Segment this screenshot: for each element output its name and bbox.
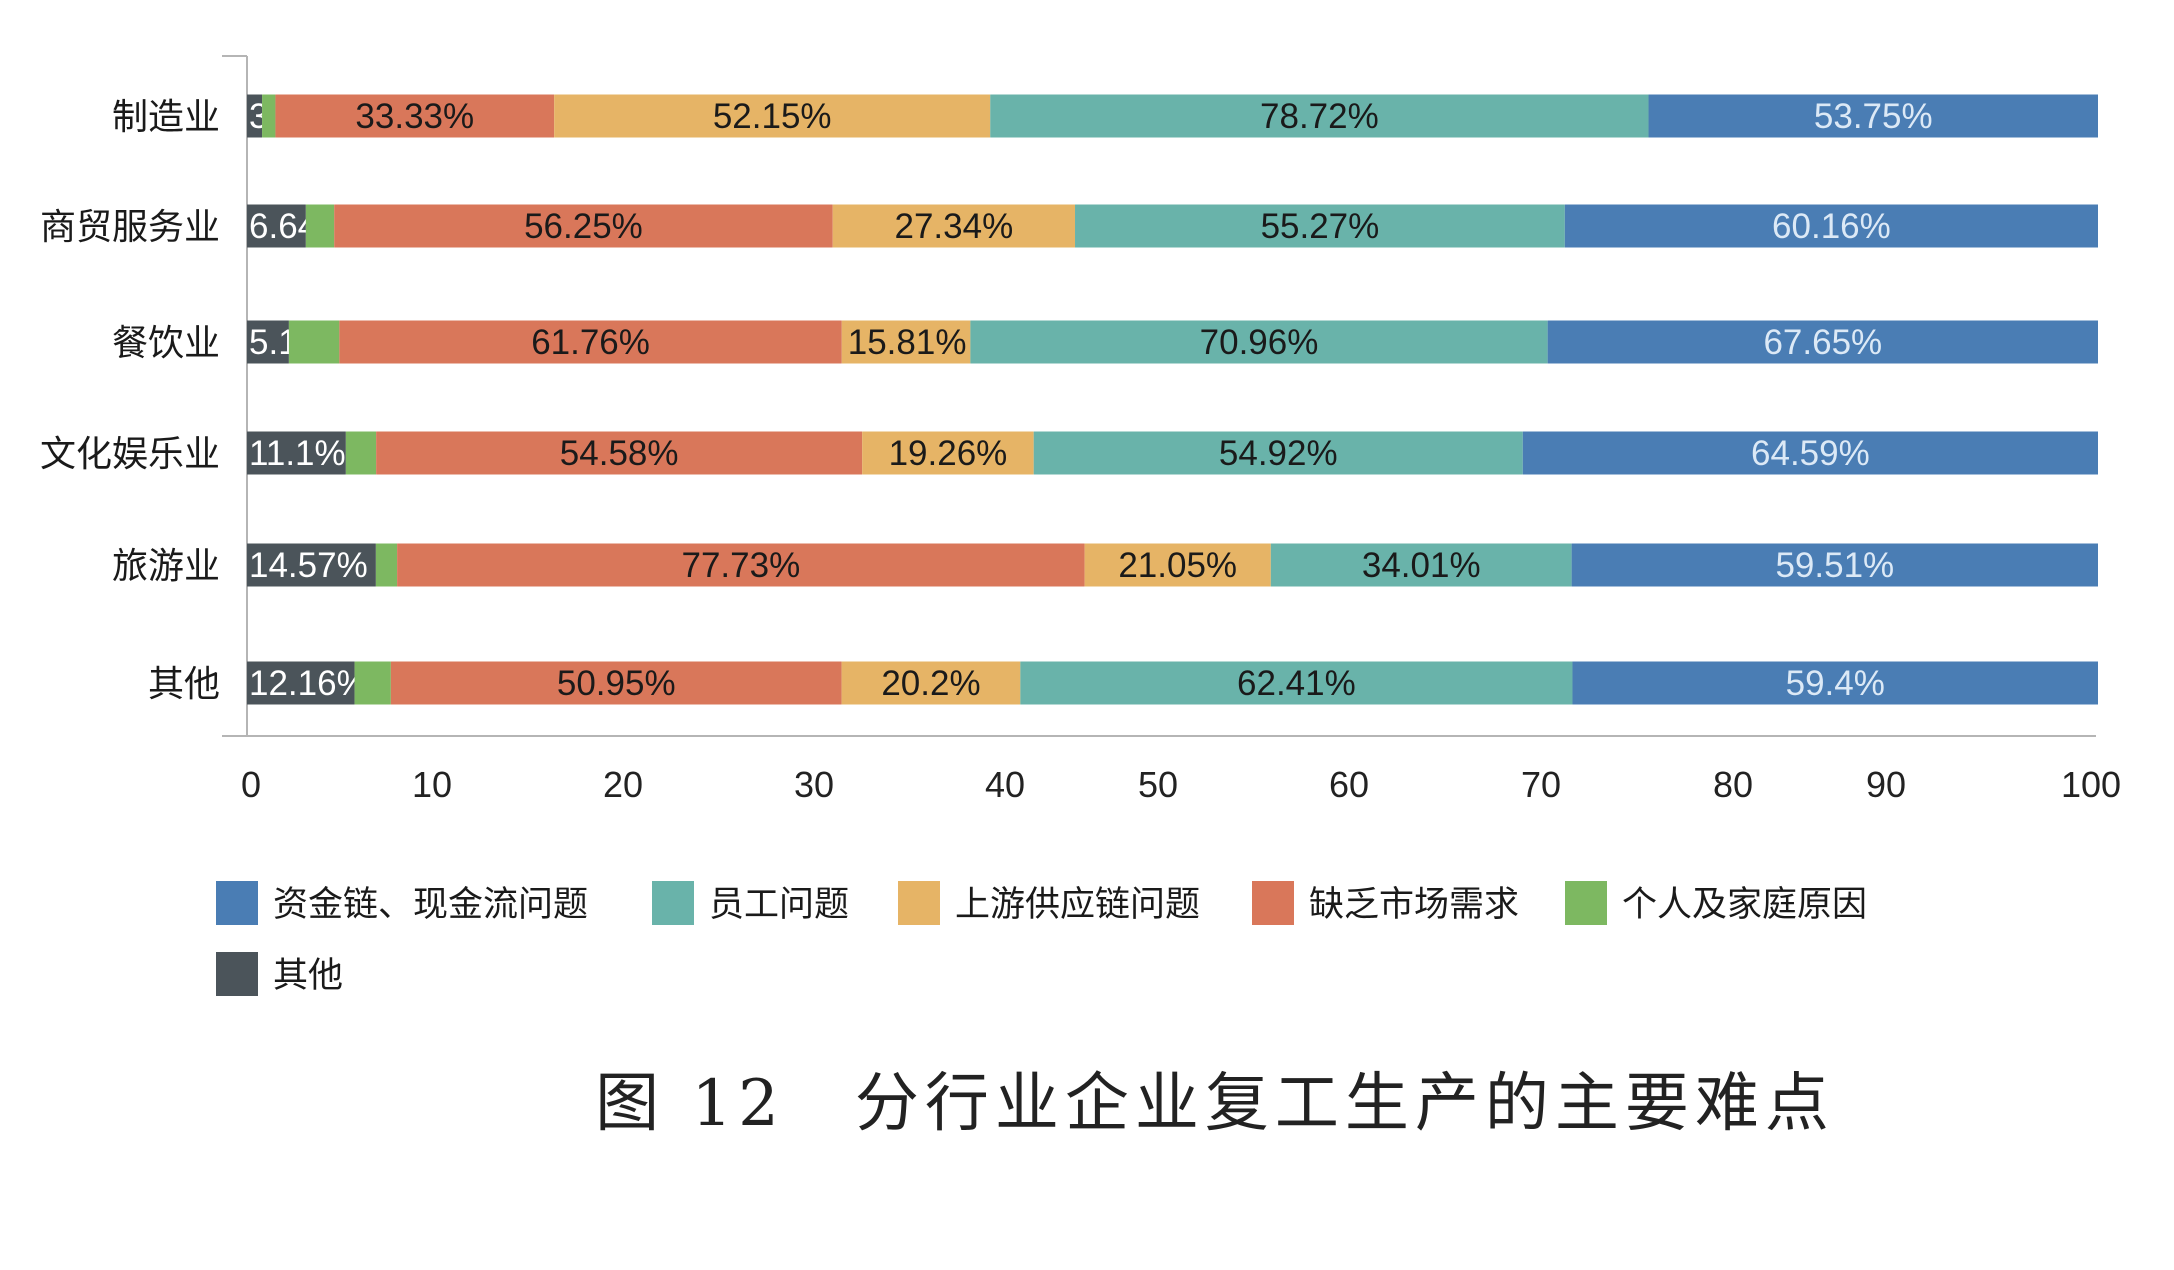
bar-segment-personal (262, 94, 276, 138)
x-tick-label: 30 (794, 764, 834, 805)
bar-segment-supply (1084, 543, 1271, 587)
bar-segment-supply (841, 320, 971, 364)
category-label: 餐饮业 (112, 323, 220, 364)
category-label: 文化娱乐业 (40, 434, 220, 475)
bar-segment-market (376, 431, 863, 475)
category-label: 制造业 (112, 97, 220, 138)
legend-swatch-market (1252, 881, 1294, 925)
bar-segment-market (334, 204, 833, 248)
bar-segment-other (247, 94, 263, 138)
legend-label-personal: 个人及家庭原因 (1622, 885, 1867, 925)
data-label-supply: 20.2% (881, 664, 980, 703)
legend-label-supply: 上游供应链问题 (955, 885, 1200, 925)
data-label-staff: 70.96% (1200, 323, 1319, 362)
bar-segment-personal (375, 543, 398, 587)
bar-segment-other (247, 204, 306, 248)
bar-segment-staff (970, 320, 1548, 364)
legend-swatch-supply (898, 881, 940, 925)
x-ticks-group: 0 10 20 30 40 50 60 70 80 90 100 (241, 764, 2121, 805)
data-label-market: 77.73% (682, 546, 801, 585)
data-label-other: 14.57% (249, 546, 368, 585)
bar-segment-cash (1648, 94, 2098, 138)
bar-segment-staff (1020, 661, 1573, 705)
bar-segment-supply (832, 204, 1076, 248)
data-label-staff: 62.41% (1237, 664, 1356, 703)
data-label-market: 56.25% (524, 207, 643, 246)
data-label-supply: 19.26% (889, 434, 1008, 473)
bar-segment-cash (1564, 204, 2098, 248)
x-tick-label: 80 (1713, 764, 1753, 805)
data-label-staff: 34.01% (1362, 546, 1481, 585)
bar-segment-cash (1522, 431, 2098, 475)
bar-segment-personal (345, 431, 377, 475)
data-label-supply: 21.05% (1118, 546, 1237, 585)
data-label-other: 12.16% (249, 664, 368, 703)
data-label-market: 54.58% (560, 434, 679, 473)
legend-swatch-staff (652, 881, 694, 925)
bar-segment-staff (1270, 543, 1572, 587)
bar-segment-cash (1571, 543, 2098, 587)
data-label-cash: 67.65% (1763, 323, 1882, 362)
bar-segment-personal (288, 320, 340, 364)
bar-segment-supply (554, 94, 991, 138)
chart-caption: 图 12 分行业企业复工生产的主要难点 (595, 1067, 1835, 1141)
x-tick-label: 50 (1138, 764, 1178, 805)
data-label-market: 33.33% (355, 97, 474, 136)
bar-segment-other (247, 431, 346, 475)
data-label-cash: 60.16% (1772, 207, 1891, 246)
bar-segment-staff (990, 94, 1649, 138)
data-label-cash: 59.4% (1786, 664, 1885, 703)
data-label-staff: 55.27% (1261, 207, 1380, 246)
bar-segment-market (397, 543, 1085, 587)
data-label-cash: 64.59% (1751, 434, 1870, 473)
legend-label-cash: 资金链、现金流问题 (273, 885, 588, 925)
data-label-other: 11.1% (249, 434, 346, 473)
bar-segment-staff (1033, 431, 1523, 475)
legend-swatch-other (216, 952, 258, 996)
x-tick-label: 100 (2061, 764, 2121, 805)
x-tick-label: 0 (241, 764, 261, 805)
bar-segment-other (247, 661, 355, 705)
x-tick-label: 10 (412, 764, 452, 805)
bar-segment-market (275, 94, 555, 138)
bar-segment-staff (1075, 204, 1565, 248)
data-label-staff: 54.92% (1219, 434, 1338, 473)
category-label: 其他 (148, 664, 220, 705)
category-label: 旅游业 (112, 546, 220, 587)
bar-segment-personal (354, 661, 391, 705)
data-label-cash: 53.75% (1814, 97, 1933, 136)
legend-label-other: 其他 (273, 956, 343, 996)
bar-segment-market (339, 320, 842, 364)
data-label-market: 61.76% (531, 323, 650, 362)
x-tick-label: 40 (985, 764, 1025, 805)
bar-segment-other (247, 320, 289, 364)
data-label-staff: 78.72% (1260, 97, 1379, 136)
data-label-market: 50.95% (557, 664, 676, 703)
category-label: 商贸服务业 (40, 207, 220, 248)
legend-swatch-cash (216, 881, 258, 925)
data-label-supply: 15.81% (848, 323, 967, 362)
bar-segment-supply (841, 661, 1021, 705)
data-label-cash: 59.51% (1775, 546, 1894, 585)
bar-segment-market (390, 661, 842, 705)
bar-segment-personal (305, 204, 335, 248)
legend-label-market: 缺乏市场需求 (1309, 885, 1519, 925)
bar-segment-cash (1547, 320, 2098, 364)
legend-swatch-personal (1565, 881, 1607, 925)
data-label-supply: 27.34% (895, 207, 1014, 246)
data-label-supply: 52.15% (713, 97, 832, 136)
bar-segment-other (247, 543, 376, 587)
x-tick-label: 20 (603, 764, 643, 805)
bars-group: 制造业3.2%33.33%52.15%78.72%53.75%商贸服务业6.64… (40, 94, 2098, 705)
bar-segment-cash (1572, 661, 2098, 705)
x-tick-label: 70 (1521, 764, 1561, 805)
legend-label-staff: 员工问题 (709, 885, 849, 925)
x-tick-label: 90 (1866, 764, 1906, 805)
x-tick-label: 60 (1329, 764, 1369, 805)
bar-segment-supply (862, 431, 1034, 475)
